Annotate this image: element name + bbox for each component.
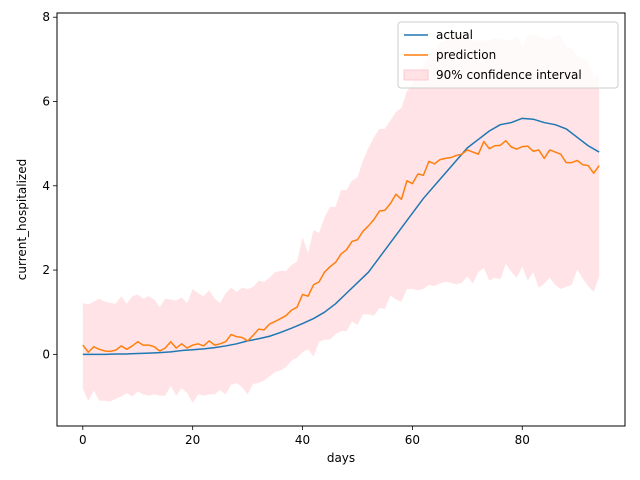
series-line-actual xyxy=(82,117,600,356)
x-tick-label: 0 xyxy=(79,433,87,447)
y-tick-label: 6 xyxy=(42,95,50,109)
legend: actual prediction 90% confidence interval xyxy=(397,21,619,89)
y-axis: 0 2 4 6 8 xyxy=(42,10,57,361)
y-tick-label: 2 xyxy=(42,263,50,277)
x-tick-label: 80 xyxy=(515,433,530,447)
x-axis-label: days xyxy=(327,451,355,465)
y-axis-label: current_hospitalized xyxy=(15,159,29,280)
confidence-band xyxy=(82,34,600,403)
y-tick-label: 0 xyxy=(42,347,50,361)
x-tick-label: 40 xyxy=(295,433,310,447)
legend-label-actual: actual xyxy=(436,28,473,42)
legend-box xyxy=(397,21,619,89)
plot-frame xyxy=(56,12,626,427)
legend-swatch-confidence-band xyxy=(403,69,429,81)
x-tick-label: 60 xyxy=(405,433,420,447)
y-tick-label: 4 xyxy=(42,179,50,193)
x-tick-label: 20 xyxy=(185,433,200,447)
plot-area xyxy=(82,34,600,403)
legend-label-confidence-band: 90% confidence interval xyxy=(436,68,582,82)
y-tick-label: 8 xyxy=(42,10,50,24)
x-axis: 0 20 40 60 80 xyxy=(79,426,530,447)
legend-label-prediction: prediction xyxy=(436,48,496,62)
series-line-prediction xyxy=(82,139,600,353)
